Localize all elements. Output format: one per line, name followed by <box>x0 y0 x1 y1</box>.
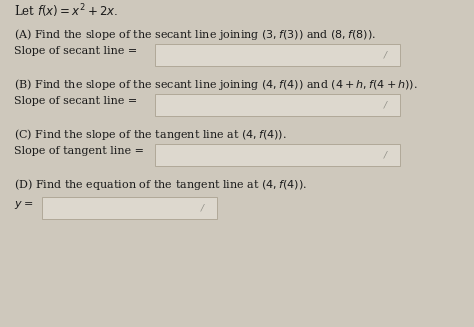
Text: Slope of secant line =: Slope of secant line = <box>14 46 137 56</box>
FancyBboxPatch shape <box>155 44 400 66</box>
Text: Slope of tangent line =: Slope of tangent line = <box>14 146 144 156</box>
Text: /: / <box>383 50 386 60</box>
Text: /: / <box>201 203 203 213</box>
Text: /: / <box>383 150 386 160</box>
Text: $y =$: $y =$ <box>14 199 33 211</box>
FancyBboxPatch shape <box>42 197 217 219</box>
Text: Slope of secant line =: Slope of secant line = <box>14 96 137 106</box>
Text: /: / <box>383 100 386 110</box>
Text: (D) Find the equation of the tangent line at $(4, f(4))$.: (D) Find the equation of the tangent lin… <box>14 177 307 192</box>
FancyBboxPatch shape <box>155 94 400 116</box>
Text: (B) Find the slope of the secant line joining $(4, f(4))$ and $(4+h, f(4+h))$.: (B) Find the slope of the secant line jo… <box>14 77 418 92</box>
Text: (C) Find the slope of the tangent line at $(4, f(4))$.: (C) Find the slope of the tangent line a… <box>14 127 287 142</box>
FancyBboxPatch shape <box>155 144 400 166</box>
Text: (A) Find the slope of the secant line joining $(3, f(3))$ and $(8, f(8))$.: (A) Find the slope of the secant line jo… <box>14 27 376 42</box>
Text: Let $f(x) = x^2 + 2x.$: Let $f(x) = x^2 + 2x.$ <box>14 2 118 20</box>
